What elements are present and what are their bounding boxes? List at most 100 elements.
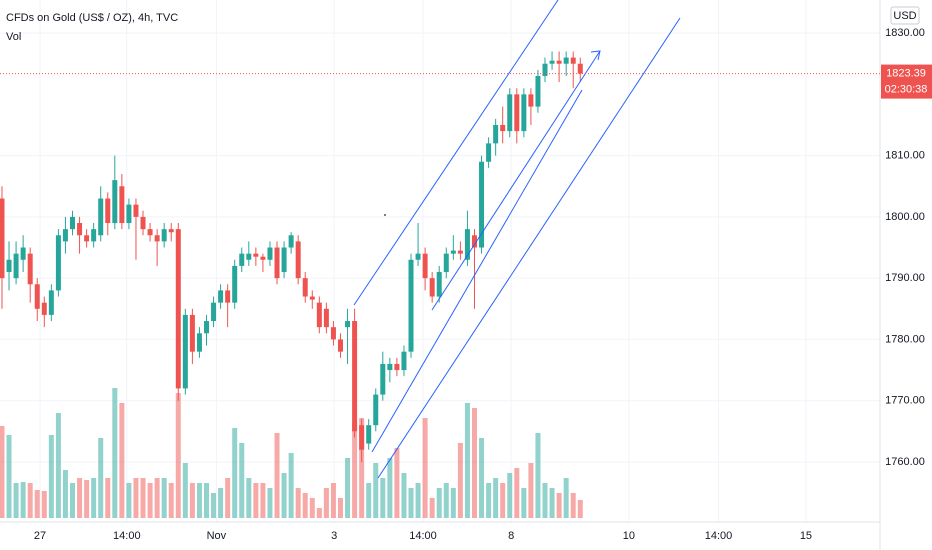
volume-bar — [13, 483, 19, 518]
candle-layer — [0, 51, 583, 462]
volume-bar — [119, 403, 125, 518]
volume-bar — [380, 478, 386, 518]
candle-body — [507, 94, 513, 132]
candle-body — [182, 314, 188, 389]
volume-bar — [570, 493, 576, 518]
volume-bar — [457, 443, 463, 518]
volume-layer — [0, 388, 583, 518]
candle-body — [401, 351, 407, 371]
candle-body — [309, 296, 315, 300]
volume-bar — [345, 458, 351, 518]
volume-bar — [77, 478, 83, 518]
y-tick-label: 1810.00 — [885, 150, 925, 162]
candle-body — [41, 302, 47, 315]
volume-bar — [352, 423, 358, 518]
candle-body — [450, 250, 456, 254]
volume-bar — [429, 498, 435, 518]
candle-body — [154, 235, 160, 242]
candle-body — [77, 223, 83, 236]
volume-bar — [182, 463, 188, 518]
candle-body — [168, 229, 174, 233]
volume-bar — [281, 473, 287, 518]
volume-bar — [246, 478, 252, 518]
volume-bar — [225, 478, 231, 518]
candle-body — [119, 186, 125, 224]
candle-body — [556, 60, 562, 64]
volume-bar — [126, 483, 132, 518]
volume-bar — [253, 483, 259, 518]
volume-bar — [366, 483, 372, 518]
candle-body — [436, 272, 442, 297]
candle-body — [98, 198, 104, 236]
volume-bar — [274, 433, 280, 518]
y-tick-label: 1830.00 — [885, 27, 925, 39]
y-tick-label: 1780.00 — [885, 333, 925, 345]
candle-body — [133, 204, 139, 217]
candle-body — [323, 308, 329, 328]
volume-bar — [239, 443, 245, 518]
candle-body — [196, 333, 202, 352]
candle-body — [288, 235, 294, 248]
candle-body — [0, 198, 5, 279]
volume-bar — [41, 491, 47, 518]
candle-body — [147, 229, 153, 236]
candle-body — [528, 94, 534, 107]
candle-body — [13, 253, 19, 279]
candle-body — [260, 256, 266, 260]
candle-body — [514, 94, 520, 132]
x-tick-label: 14:00 — [409, 530, 437, 542]
candle-body — [316, 302, 322, 328]
channel-line — [377, 17, 681, 479]
y-tick-label: 1770.00 — [885, 395, 925, 407]
volume-bar — [218, 488, 224, 518]
candle-body — [500, 124, 506, 132]
candle-body — [55, 235, 61, 291]
volume-bar — [556, 493, 562, 518]
x-tick-label: 15 — [800, 530, 812, 542]
volume-bar — [577, 500, 583, 518]
volume-bar — [316, 508, 322, 518]
volume-bar — [140, 478, 146, 518]
volume-bar — [196, 483, 202, 518]
candle-body — [281, 247, 287, 273]
currency-box[interactable] — [890, 6, 920, 25]
y-tick-label: 1800.00 — [885, 211, 925, 223]
candle-body — [239, 253, 245, 266]
candle-body — [34, 284, 40, 309]
currency[interactable]: USD — [893, 10, 916, 22]
candle-body — [302, 278, 308, 297]
candle-body — [457, 250, 463, 254]
candle-body — [126, 204, 132, 224]
volume-bar — [20, 482, 26, 518]
candle-body — [394, 363, 400, 371]
volume-bar — [471, 408, 477, 518]
volume-bar — [401, 473, 407, 518]
y-tick-label: 1760.00 — [885, 456, 925, 468]
volume-bar — [359, 418, 365, 518]
candle-body — [218, 290, 224, 303]
candle-body — [408, 259, 414, 352]
candle-body — [267, 247, 273, 260]
volume-bar — [302, 493, 308, 518]
x-tick-label: 8 — [508, 530, 514, 542]
x-tick-label: Nov — [207, 530, 227, 542]
candle-body — [563, 57, 569, 64]
grid — [0, 0, 880, 522]
volume-bar — [48, 435, 54, 518]
volume-bar — [373, 463, 379, 518]
volume-bar — [500, 483, 506, 518]
volume-bar — [69, 483, 75, 518]
candle-body — [295, 241, 301, 279]
volume-bar — [189, 483, 195, 518]
volume-bar — [175, 393, 181, 518]
volume-bar — [323, 488, 329, 518]
x-tick-label: 3 — [331, 530, 337, 542]
candle-body — [359, 425, 365, 450]
candle-body — [62, 229, 68, 242]
candle-body — [27, 253, 33, 285]
volume-bar — [147, 483, 153, 518]
candle-body — [69, 216, 75, 230]
volume-bar — [408, 488, 414, 518]
volume-bar — [161, 478, 167, 518]
volume-bar — [112, 388, 118, 518]
